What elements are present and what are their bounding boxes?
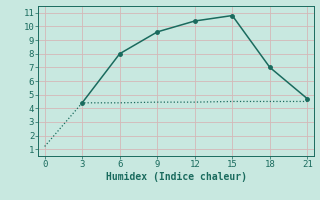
- X-axis label: Humidex (Indice chaleur): Humidex (Indice chaleur): [106, 172, 246, 182]
